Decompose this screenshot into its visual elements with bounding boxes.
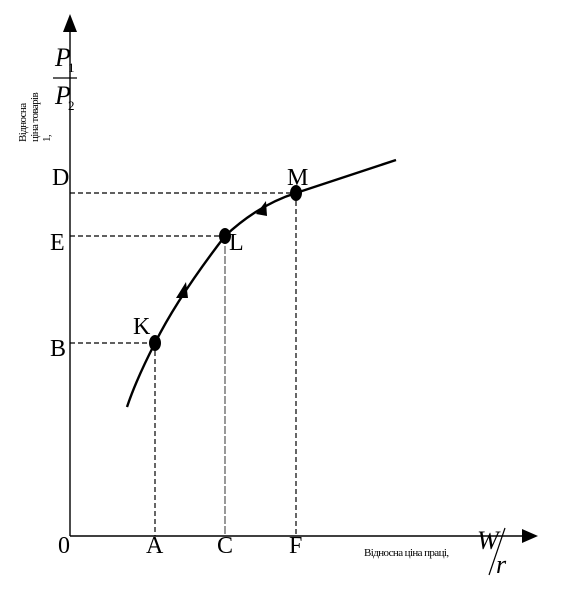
- x-axis-caption: Відносна ціна праці,: [364, 547, 449, 559]
- y-axis-arrow: [63, 14, 77, 32]
- x-tick-f: F: [289, 533, 302, 559]
- y-tick-d: D: [52, 165, 69, 191]
- y-axis-caption-line2: ціна товарів: [29, 92, 41, 142]
- y-ratio-denominator: P: [54, 81, 71, 110]
- y-ratio-numerator: P: [54, 43, 71, 72]
- y-ratio-denominator-sub: 2: [68, 98, 75, 113]
- x-tick-a: A: [146, 533, 164, 559]
- y-ratio-numerator-sub: 1: [68, 60, 75, 75]
- point-l-label: L: [229, 230, 244, 256]
- origin-label: 0: [58, 533, 70, 559]
- point-m: [290, 185, 302, 201]
- x-ratio-slash: [488, 527, 506, 576]
- point-l: [219, 228, 231, 244]
- curve-direction-arrow-upper: [256, 201, 267, 216]
- x-ratio-denominator: r: [496, 550, 507, 579]
- x-tick-c: C: [217, 533, 233, 559]
- curve-direction-arrow-lower: [176, 282, 188, 298]
- x-axis-arrow: [522, 529, 538, 543]
- y-axis-caption-line3: 1,: [41, 134, 53, 142]
- point-k-label: K: [133, 314, 151, 340]
- y-tick-e: E: [50, 230, 65, 256]
- y-tick-b: B: [50, 336, 66, 362]
- point-m-label: M: [287, 165, 308, 191]
- y-axis-caption-line1: Відносна: [17, 103, 29, 142]
- relationship-curve: [125, 158, 397, 408]
- point-k: [149, 335, 161, 351]
